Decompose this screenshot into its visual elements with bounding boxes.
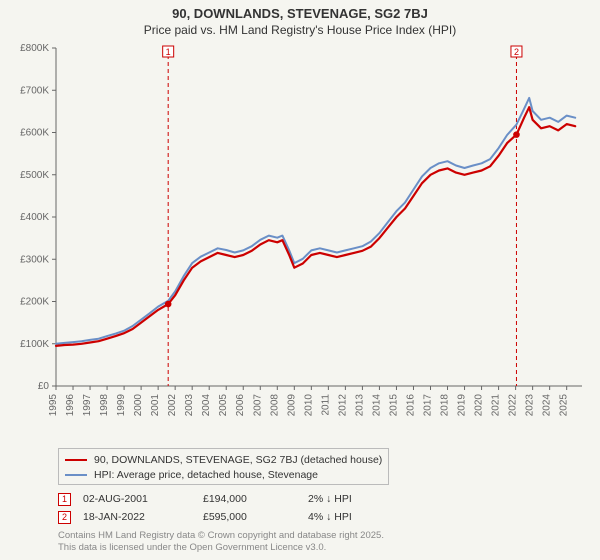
svg-text:£800K: £800K	[20, 43, 49, 54]
footnote-line: This data is licensed under the Open Gov…	[58, 542, 384, 554]
svg-text:2022: 2022	[508, 394, 519, 417]
svg-text:2015: 2015	[388, 394, 399, 417]
footnote-line: Contains HM Land Registry data © Crown c…	[58, 530, 384, 542]
legend: 90, DOWNLANDS, STEVENAGE, SG2 7BJ (detac…	[58, 448, 389, 485]
svg-text:£400K: £400K	[20, 212, 49, 223]
sale-date: 02-AUG-2001	[83, 493, 203, 505]
title-address: 90, DOWNLANDS, STEVENAGE, SG2 7BJ	[0, 6, 600, 21]
svg-text:2020: 2020	[474, 394, 485, 417]
svg-text:2008: 2008	[269, 394, 280, 417]
svg-text:1995: 1995	[48, 394, 59, 417]
svg-text:2025: 2025	[559, 394, 570, 417]
svg-text:1: 1	[166, 47, 171, 57]
svg-text:2007: 2007	[252, 394, 263, 417]
svg-text:2: 2	[514, 47, 519, 57]
sale-marker-icon: 2	[58, 511, 71, 524]
sale-date: 18-JAN-2022	[83, 511, 203, 523]
svg-text:2001: 2001	[150, 394, 161, 417]
svg-text:£600K: £600K	[20, 128, 49, 139]
copyright-footnote: Contains HM Land Registry data © Crown c…	[58, 530, 384, 554]
svg-text:2004: 2004	[201, 394, 212, 417]
title-subtitle: Price paid vs. HM Land Registry's House …	[0, 23, 600, 37]
sale-diff: 2% ↓ HPI	[308, 493, 398, 505]
svg-text:£100K: £100K	[20, 339, 49, 350]
table-row: 1 02-AUG-2001 £194,000 2% ↓ HPI	[58, 490, 398, 508]
sale-price: £595,000	[203, 511, 308, 523]
svg-text:1996: 1996	[65, 394, 76, 417]
svg-text:2011: 2011	[320, 394, 331, 416]
svg-text:2009: 2009	[286, 394, 297, 417]
sale-diff: 4% ↓ HPI	[308, 511, 398, 523]
sale-marker-icon: 1	[58, 493, 71, 506]
legend-row: HPI: Average price, detached house, Stev…	[65, 467, 382, 482]
chart-container: £0 £100K £200K £300K £400K £500K £600K £700K £80…	[0, 40, 592, 445]
svg-text:£300K: £300K	[20, 254, 49, 265]
svg-text:2019: 2019	[457, 394, 468, 417]
svg-text:2006: 2006	[235, 394, 246, 417]
chart-titles: 90, DOWNLANDS, STEVENAGE, SG2 7BJ Price …	[0, 0, 600, 37]
svg-text:2000: 2000	[133, 394, 144, 417]
legend-row: 90, DOWNLANDS, STEVENAGE, SG2 7BJ (detac…	[65, 452, 382, 467]
sale-price: £194,000	[203, 493, 308, 505]
legend-label: 90, DOWNLANDS, STEVENAGE, SG2 7BJ (detac…	[94, 454, 382, 466]
legend-label: HPI: Average price, detached house, Stev…	[94, 469, 318, 481]
svg-text:£200K: £200K	[20, 297, 49, 308]
svg-text:2013: 2013	[354, 394, 365, 417]
sales-table: 1 02-AUG-2001 £194,000 2% ↓ HPI 2 18-JAN…	[58, 490, 398, 526]
svg-text:2016: 2016	[405, 394, 416, 417]
line-chart: £0 £100K £200K £300K £400K £500K £600K £700K £80…	[0, 40, 592, 440]
svg-text:2018: 2018	[440, 394, 451, 417]
svg-text:2012: 2012	[337, 394, 348, 417]
svg-text:2005: 2005	[218, 394, 229, 417]
svg-text:2002: 2002	[167, 394, 178, 417]
svg-text:1998: 1998	[99, 394, 110, 417]
legend-swatch-price-paid	[65, 459, 87, 461]
svg-text:2010: 2010	[303, 394, 314, 417]
legend-swatch-hpi	[65, 474, 87, 476]
svg-text:£500K: £500K	[20, 170, 49, 181]
svg-text:2014: 2014	[371, 394, 382, 417]
svg-text:2021: 2021	[491, 394, 502, 417]
svg-text:1997: 1997	[82, 394, 93, 417]
svg-text:2023: 2023	[525, 394, 536, 417]
svg-text:2017: 2017	[422, 394, 433, 417]
svg-text:2003: 2003	[184, 394, 195, 417]
svg-text:£700K: £700K	[20, 85, 49, 96]
page-root: 90, DOWNLANDS, STEVENAGE, SG2 7BJ Price …	[0, 0, 600, 560]
table-row: 2 18-JAN-2022 £595,000 4% ↓ HPI	[58, 508, 398, 526]
svg-text:2024: 2024	[542, 394, 553, 417]
svg-text:£0: £0	[38, 381, 50, 392]
svg-text:1999: 1999	[116, 394, 127, 417]
